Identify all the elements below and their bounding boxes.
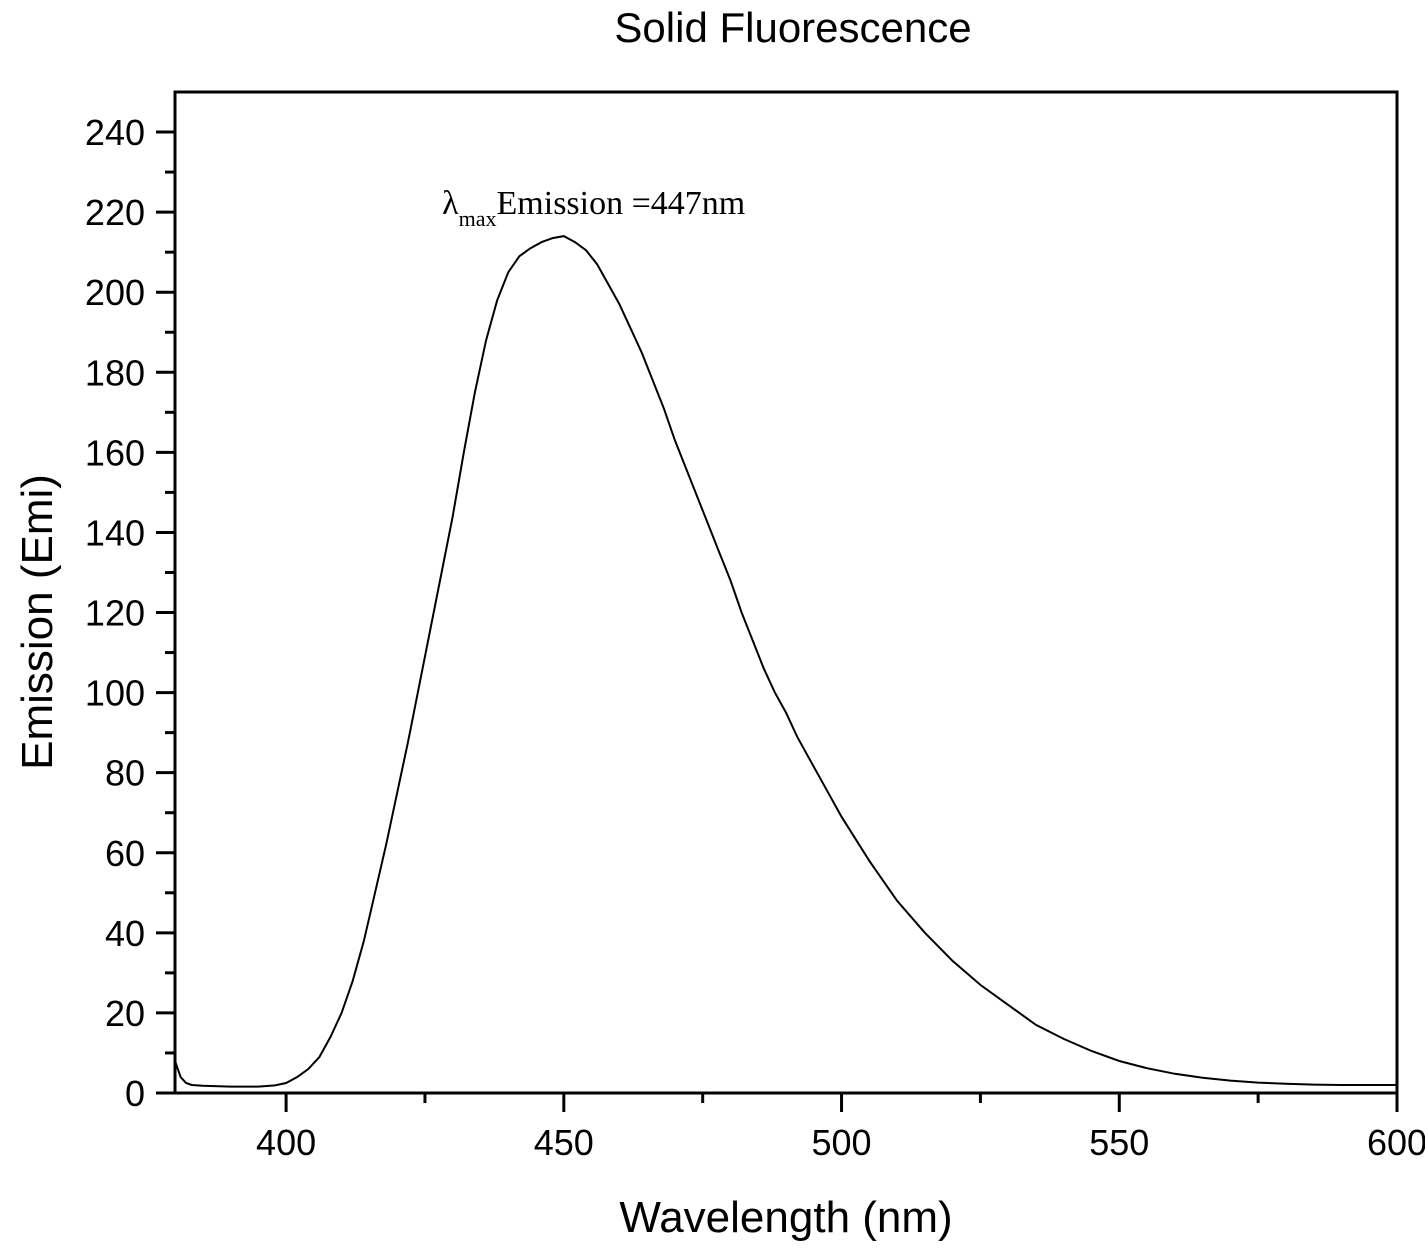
y-tick-label: 20	[105, 993, 145, 1034]
x-tick-label: 600	[1367, 1122, 1425, 1163]
y-tick-label: 120	[85, 593, 145, 634]
y-axis-ticks: 0 20 40 60 80 100 120 140 160 180 200 220 240	[85, 112, 175, 1114]
y-tick-label: 220	[85, 192, 145, 233]
plot-frame	[173, 90, 1399, 1095]
y-tick-label: 80	[105, 753, 145, 794]
x-tick-label: 550	[1089, 1122, 1149, 1163]
y-tick-label: 60	[105, 833, 145, 874]
annotation-label: Emission =447nm	[497, 185, 746, 222]
annotation-lambda: λ	[442, 185, 459, 222]
y-tick-label: 160	[85, 432, 145, 473]
y-tick-label: 240	[85, 112, 145, 153]
y-tick-label: 100	[85, 673, 145, 714]
y-tick-label: 180	[85, 352, 145, 393]
y-axis-label: Emission (Emi)	[13, 474, 62, 770]
x-axis-ticks: 400 450 500 550 600	[256, 1093, 1425, 1163]
y-tick-label: 140	[85, 512, 145, 553]
y-tick-label: 200	[85, 272, 145, 313]
y-tick-label: 0	[125, 1073, 145, 1114]
x-axis-label: Wavelength (nm)	[619, 1193, 952, 1242]
series-line	[174, 235, 1397, 1088]
peak-annotation: λmaxEmission =447nm	[442, 185, 745, 231]
chart-title: Solid Fluorescence	[614, 4, 971, 51]
annotation-subscript: max	[459, 206, 497, 231]
x-tick-label: 400	[256, 1122, 316, 1163]
y-tick-label: 40	[105, 913, 145, 954]
x-tick-label: 450	[534, 1122, 594, 1163]
x-tick-label: 500	[812, 1122, 872, 1163]
